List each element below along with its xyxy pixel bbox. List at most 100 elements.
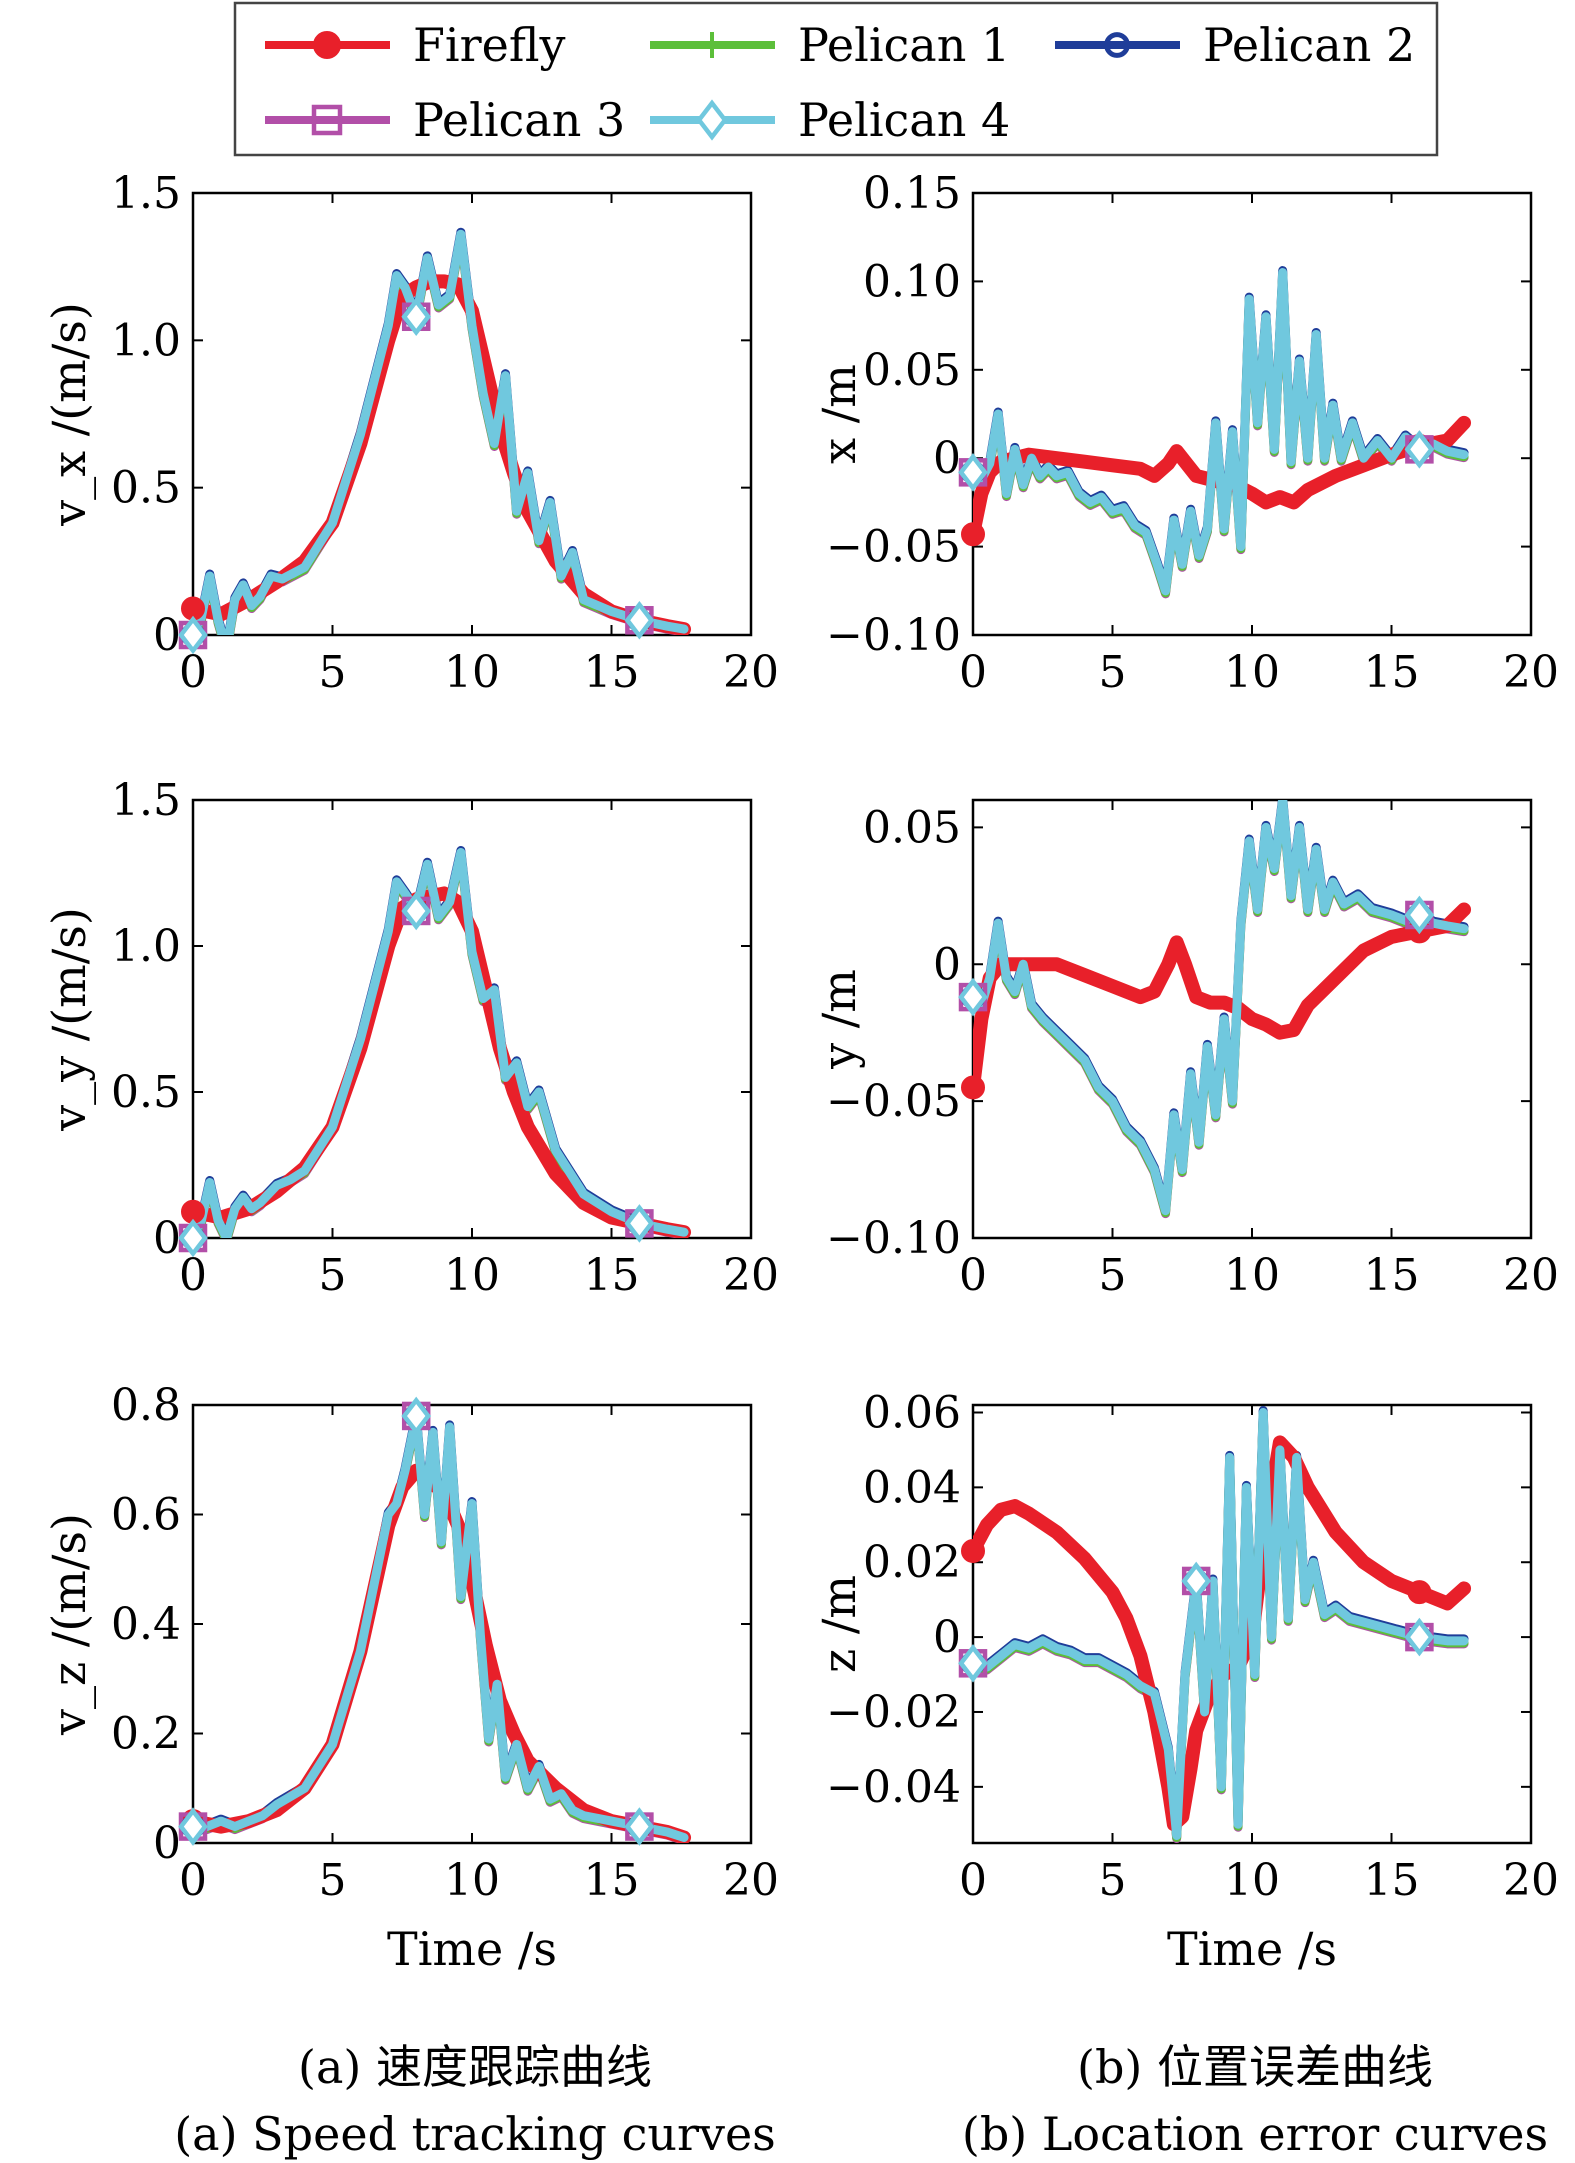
data-marker-pelican-4: [1404, 895, 1435, 935]
series-group-y: [973, 800, 1472, 1219]
series-line-pelican-4: [193, 1411, 689, 1843]
markers-vx: [178, 297, 655, 655]
panels: 0 5 10 15 20 0 0.5 1.0 1.5 v_x /(m/s) 0 5 10 15 20 0 0.5…: [42, 168, 1559, 1976]
series-line-pelican-4: [973, 268, 1469, 596]
data-marker-firefly: [961, 1539, 985, 1563]
y-tick-label: 0.02: [863, 1537, 961, 1588]
y-tick-label: 0.2: [111, 1709, 181, 1760]
series-line-pelican-4: [193, 848, 689, 1238]
x-tick-label: 5: [1099, 647, 1127, 698]
legend-label-pelican-3: Pelican 3: [413, 93, 625, 147]
x-tick-label: 20: [1503, 1250, 1559, 1301]
data-marker-pelican-4: [624, 600, 655, 640]
series-line-firefly: [973, 902, 1472, 1095]
x-axis-label-vz: Time /s: [387, 1922, 557, 1976]
markers-vy: [178, 891, 655, 1258]
y-axis-label-y: y /m: [812, 969, 866, 1070]
y-axis-label-vz: v_z /(m/s): [42, 1513, 96, 1736]
x-tick-label: 5: [319, 1855, 347, 1906]
y-axis-label-vy: v_y /(m/s): [42, 907, 96, 1132]
x-tick-label: 10: [444, 647, 500, 698]
legend-label-pelican-4: Pelican 4: [798, 93, 1010, 147]
plot-area-vz: [191, 1403, 753, 1845]
caption-b-english: (b) Location error curves: [962, 2107, 1548, 2161]
legend-marker-pelican-1: [699, 32, 725, 58]
data-marker-pelican-4: [958, 453, 988, 492]
legend-label-pelican-1: Pelican 1: [798, 18, 1010, 72]
x-tick-label: 5: [1099, 1855, 1127, 1906]
caption-b-chinese: (b) 位置误差曲线: [1077, 2040, 1433, 2094]
series-line-firefly: [973, 1435, 1472, 1832]
series-group-vx: [193, 227, 692, 635]
y-tick-label: 0.05: [863, 802, 961, 853]
data-marker-pelican-4: [401, 297, 432, 337]
caption-a-chinese: (a) 速度跟踪曲线: [298, 2040, 652, 2094]
series-line-firefly: [193, 886, 692, 1238]
x-tick-label: 15: [1364, 1250, 1420, 1301]
x-tick-label: 0: [959, 1855, 987, 1906]
x-tick-label: 5: [1099, 1250, 1127, 1301]
y-tick-label: 0: [933, 939, 961, 990]
legend-item-pelican-4: Pelican 4: [650, 93, 1010, 147]
y-tick-label: 0.5: [111, 463, 181, 514]
x-tick-label: 10: [1224, 647, 1280, 698]
legend-box: [233, 1, 1439, 157]
series-group-x: [973, 266, 1472, 599]
y-tick-label: 0.05: [863, 345, 961, 396]
data-marker-pelican-4: [958, 977, 988, 1017]
data-marker-firefly: [1407, 1580, 1432, 1605]
legend-marker-firefly: [313, 31, 341, 59]
y-tick-label: 0.6: [111, 1490, 181, 1541]
markers-x: [958, 430, 1435, 547]
x-tick-label: 20: [1503, 1855, 1559, 1906]
x-tick-label: 20: [723, 647, 779, 698]
y-tick-label: −0.10: [826, 610, 961, 661]
x-tick-label: 0: [179, 1250, 207, 1301]
y-tick-label: 0.5: [111, 1067, 181, 1118]
x-tick-label: 20: [723, 1855, 779, 1906]
legend-marker-pelican-3: [311, 104, 343, 136]
data-marker-pelican-4: [401, 1396, 432, 1436]
y-tick-label: −0.05: [826, 522, 961, 573]
legend: Firefly Pelican 1 Pelican 2 Pelican 3 Pelica…: [233, 1, 1439, 157]
y-tick-label: −0.05: [826, 1076, 961, 1127]
x-tick-label: 15: [584, 1250, 640, 1301]
y-tick-label: −0.10: [826, 1213, 961, 1264]
legend-item-firefly: Firefly: [265, 18, 566, 72]
y-tick-label: −0.04: [826, 1762, 961, 1813]
markers-vz: [178, 1396, 655, 1846]
panel-vy: 0 5 10 15 20 0 0.5 1.0 1.5 v_y /(m/s): [42, 775, 779, 1301]
x-tick-label: 15: [584, 647, 640, 698]
series-line-pelican-4: [193, 229, 689, 635]
plot-area-vx: [191, 191, 753, 637]
y-tick-label: 0: [153, 1213, 181, 1264]
series-group-vz: [193, 1409, 692, 1843]
y-tick-label: 1.0: [111, 921, 181, 972]
panel-vz: 0 5 10 15 20 0 0.2 0.4 0.6 0.8 v_z /(m/s) Time /s: [42, 1380, 779, 1976]
legend-item-pelican-1: Pelican 1: [650, 18, 1010, 72]
data-marker-pelican-4: [1181, 1561, 1212, 1601]
x-tick-label: 10: [1224, 1250, 1280, 1301]
panel-y: 0 5 10 15 20 −0.10 −0.05 0 0.05 y /m: [812, 798, 1559, 1301]
x-tick-label: 15: [1364, 647, 1420, 698]
x-tick-label: 5: [319, 1250, 347, 1301]
legend-item-pelican-3: Pelican 3: [265, 93, 625, 147]
data-marker-firefly: [961, 522, 985, 547]
y-tick-label: 1.0: [111, 315, 181, 366]
y-tick-label: 0.06: [863, 1387, 961, 1438]
legend-label-pelican-2: Pelican 2: [1203, 18, 1415, 72]
x-tick-label: 5: [319, 647, 347, 698]
legend-marker-pelican-2: [1104, 32, 1130, 58]
x-tick-label: 0: [959, 1250, 987, 1301]
series-group-z: [973, 1405, 1472, 1843]
y-tick-label: −0.02: [826, 1687, 961, 1738]
x-tick-label: 0: [179, 1855, 207, 1906]
data-marker-pelican-4: [958, 1644, 988, 1683]
x-tick-label: 20: [1503, 647, 1559, 698]
y-axis-label-x: x /m: [812, 364, 866, 464]
captions: (a) 速度跟踪曲线 (a) Speed tracking curves (b)…: [174, 2040, 1548, 2161]
series-group-vy: [193, 846, 692, 1238]
data-marker-pelican-4: [401, 891, 432, 931]
y-tick-label: 0: [153, 1818, 181, 1869]
